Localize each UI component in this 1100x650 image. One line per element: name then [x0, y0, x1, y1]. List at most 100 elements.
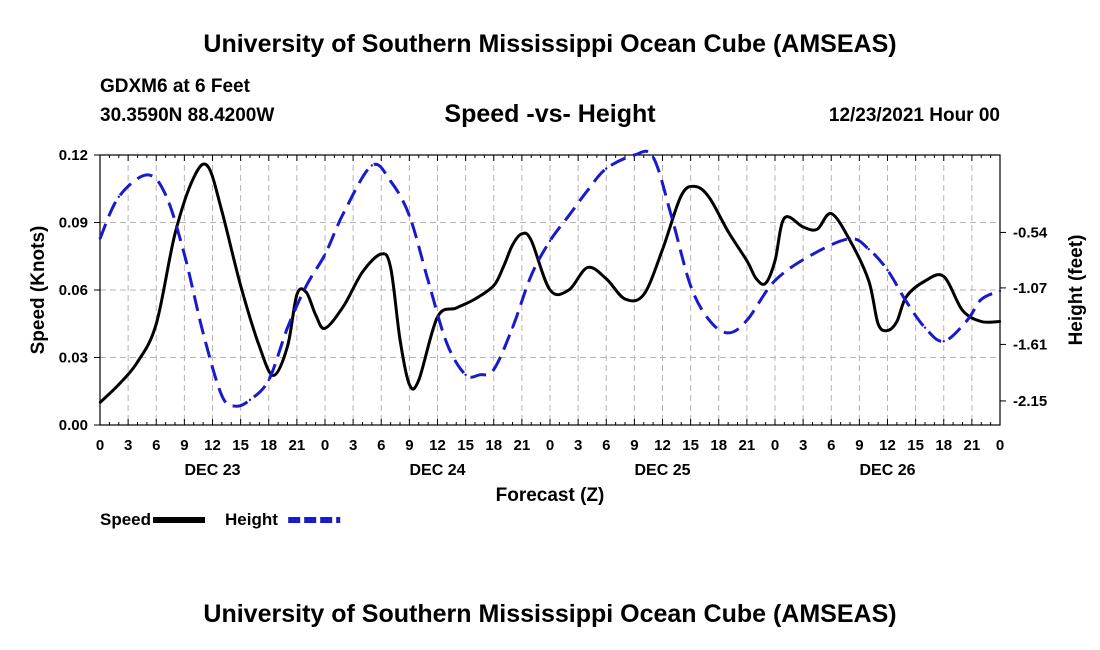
speed-point — [455, 306, 458, 310]
y2-axis-title: Height (feet) — [1066, 235, 1087, 346]
speed-point — [895, 320, 899, 323]
x-tick-label: 18 — [485, 437, 502, 454]
height-point — [670, 216, 674, 219]
y-tick-label: 0.06 — [59, 282, 88, 299]
speed-point — [726, 230, 730, 233]
y2-tick-label: -0.54 — [1013, 224, 1048, 241]
speed-point — [501, 266, 505, 269]
speed-point — [520, 232, 524, 235]
height-point — [586, 189, 589, 192]
x-tick-label: 9 — [405, 437, 413, 454]
speed-point — [305, 291, 308, 294]
height-point — [548, 239, 552, 243]
y-axis-title: Speed (Knots) — [28, 226, 49, 355]
height-point — [511, 326, 514, 329]
day-label: DEC 25 — [634, 462, 690, 479]
speed-point — [708, 196, 711, 199]
x-tick-label: 12 — [429, 437, 446, 454]
x-tick-label: 12 — [654, 437, 671, 454]
height-point — [492, 368, 495, 371]
legend-label: Speed — [100, 510, 151, 529]
speed-point — [867, 279, 870, 283]
x-tick-label: 21 — [964, 437, 981, 454]
main-title: University of Southern Mississippi Ocean… — [203, 30, 897, 58]
height-point — [183, 253, 186, 256]
speed-point — [961, 309, 964, 312]
height-point — [267, 378, 270, 382]
speed-point — [567, 288, 570, 292]
x-tick-label: 15 — [457, 437, 474, 454]
height-point — [998, 289, 1002, 293]
height-line — [98, 149, 1001, 408]
height-point — [726, 331, 730, 335]
height-point — [389, 179, 392, 183]
speed-point — [117, 383, 120, 386]
x-tick-label: 0 — [546, 437, 554, 454]
speed-point — [586, 266, 589, 269]
height-point — [342, 211, 345, 214]
x-axis-title: Forecast (Z) — [496, 485, 605, 506]
height-point — [848, 237, 852, 240]
y2-tick-label: -1.61 — [1013, 336, 1047, 353]
speed-point — [239, 284, 242, 287]
height-point — [445, 342, 449, 345]
height-point — [905, 300, 908, 303]
series-height — [98, 149, 1002, 408]
y2-tick-label: -1.07 — [1013, 280, 1047, 297]
x-tick-label: 6 — [827, 437, 835, 454]
speed-point — [998, 320, 1002, 323]
speed-point — [295, 293, 299, 296]
height-point — [248, 398, 252, 402]
speed-point — [98, 401, 102, 404]
x-tick-label: 15 — [682, 437, 699, 454]
speed-point — [755, 277, 758, 280]
x-tick-label: 3 — [349, 437, 357, 454]
legend: Speed Height — [100, 510, 341, 529]
speed-point — [680, 194, 683, 197]
x-tick-label: 3 — [799, 437, 807, 454]
speed-point — [258, 345, 261, 348]
x-tick-label: 18 — [710, 437, 727, 454]
height-point — [370, 164, 374, 167]
height-point — [567, 214, 570, 217]
speed-point — [942, 275, 945, 278]
x-tick-label: 9 — [630, 437, 638, 454]
height-point — [478, 373, 481, 376]
speed-point — [605, 277, 608, 280]
speed-point — [206, 165, 210, 168]
legend-label: Height — [225, 510, 278, 529]
station-label: GDXM6 at 6 Feet — [100, 76, 250, 97]
speed-point — [272, 374, 275, 377]
axis-labels: 0 3 6 9 12 15 18 21 0 3 6 9 12 15 18 21 0 3 6 9 12 15 18 21 0 3 6 9… — [28, 147, 1087, 506]
speed-point — [361, 270, 364, 274]
y-tick-label: 0.03 — [59, 350, 88, 367]
speed-point — [783, 216, 786, 220]
x-tick-label: 18 — [935, 437, 952, 454]
height-point — [867, 247, 870, 251]
x-tick-label: 6 — [152, 437, 160, 454]
speed-point — [773, 259, 777, 262]
axis-ticks — [94, 154, 1006, 426]
speed-point — [389, 266, 392, 269]
x-tick-label: 15 — [907, 437, 924, 454]
latlon-label: 30.3590N 88.4200W — [100, 105, 275, 126]
y-tick-label: 0.12 — [59, 147, 88, 164]
speed-point — [661, 248, 664, 251]
day-label: DEC 26 — [859, 462, 915, 479]
speed-point — [886, 329, 889, 332]
height-point — [633, 153, 636, 157]
speed-point — [905, 295, 908, 298]
x-tick-label: 9 — [855, 437, 863, 454]
y-tick-label: 0.09 — [59, 215, 88, 232]
height-point — [530, 274, 533, 277]
height-point — [305, 284, 308, 288]
speed-point — [473, 297, 477, 301]
day-label: DEC 23 — [184, 462, 240, 479]
height-point — [464, 373, 467, 376]
x-tick-label: 21 — [289, 437, 306, 454]
height-point — [145, 173, 149, 177]
speed-point — [136, 360, 139, 364]
forecast-datetime: 12/23/2021 Hour 00 — [828, 105, 1000, 126]
day-label: DEC 24 — [409, 462, 465, 479]
